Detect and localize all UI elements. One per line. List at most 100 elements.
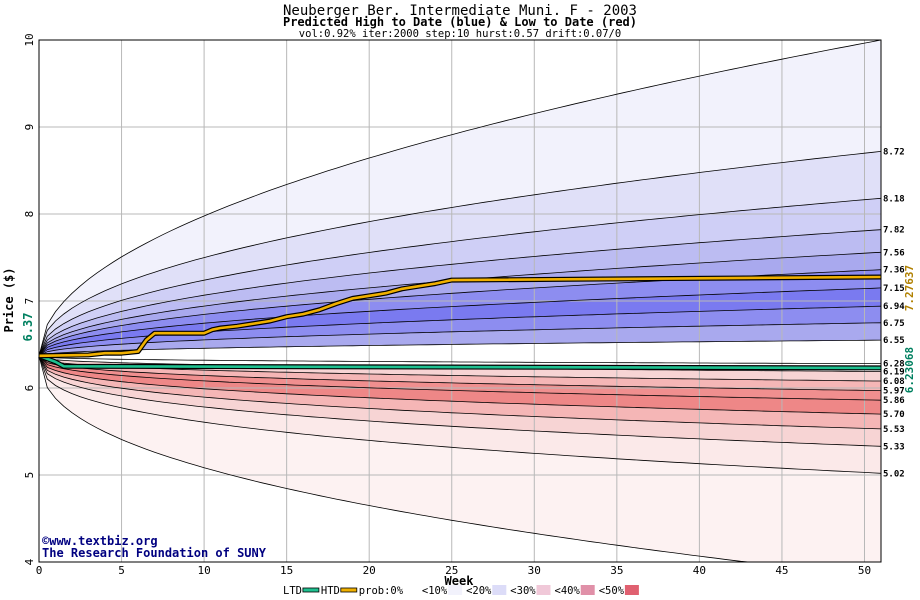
end-value-label: 6.19 — [883, 367, 905, 377]
y-tick-label: 6 — [23, 385, 36, 392]
band-boundaries — [38, 39, 882, 563]
x-tick-label: 40 — [693, 564, 706, 577]
y-tick-label: 10 — [23, 33, 36, 46]
high-band-1 — [39, 151, 881, 356]
legend-swatch-box — [403, 585, 418, 595]
legend-label: <40% — [555, 585, 581, 597]
high-band-0 — [39, 40, 881, 356]
x-tick-label: 20 — [363, 564, 376, 577]
high-band-5 — [39, 269, 881, 356]
band-boundary — [38, 339, 882, 357]
high-band-6 — [39, 287, 881, 356]
low-band-5 — [39, 355, 881, 429]
legend-label: prob:0% — [359, 585, 404, 597]
chart-subtitle: Predicted High to Date (blue) & Low to D… — [283, 15, 637, 29]
band-boundary — [38, 355, 882, 391]
high-band-8 — [39, 322, 881, 356]
htd-final-label: 7.27637 — [903, 265, 916, 311]
end-value-label: 7.56 — [883, 248, 905, 258]
end-value-label: 6.55 — [883, 336, 905, 346]
band-boundary — [38, 197, 882, 356]
band-boundary — [38, 355, 882, 447]
end-value-label: 7.82 — [883, 226, 905, 236]
end-value-label: 6.08 — [883, 377, 905, 387]
y-tick-label: 8 — [23, 211, 36, 218]
x-tick-label: 50 — [858, 564, 871, 577]
ltd-final-label: 6.23068 — [903, 347, 916, 393]
x-tick-label: 35 — [610, 564, 623, 577]
high-band-7 — [39, 306, 881, 356]
watermark-line1: ©www.textbiz.org — [42, 534, 158, 548]
band-boundary — [38, 355, 881, 563]
middle-band — [39, 340, 881, 364]
legend-label: HTD — [321, 585, 340, 597]
watermark-line2: The Research Foundation of SUNY — [42, 546, 267, 560]
series-lines — [38, 274, 882, 371]
x-tick-label: 30 — [528, 564, 541, 577]
x-tick-label: 15 — [280, 564, 293, 577]
chart-title: Neuberger Ber. Intermediate Muni. F - 20… — [283, 3, 637, 19]
end-value-label: 8.72 — [883, 147, 905, 157]
legend-swatch-box — [536, 585, 551, 595]
band-boundary — [38, 355, 882, 415]
low-band-6 — [39, 355, 881, 447]
x-tick-label: 45 — [775, 564, 788, 577]
band-boundary — [38, 355, 882, 401]
low-band-3 — [39, 355, 881, 401]
legend-label: <20% — [466, 585, 492, 597]
band-boundary — [38, 355, 882, 474]
start-price-label: 6.37 — [21, 313, 35, 342]
htd-series-line — [38, 275, 882, 358]
low-band-4 — [39, 355, 881, 415]
legend-swatch-box — [448, 585, 463, 595]
end-value-label: 6.75 — [883, 319, 905, 329]
end-value-label: 5.97 — [883, 387, 905, 397]
end-value-labels: 8.72 8.18 7.82 7.56 7.36 7.15 6.94 6.75 6.55 6.28… — [883, 147, 905, 479]
high-band-2 — [39, 198, 881, 356]
band-boundary — [38, 322, 882, 357]
band-boundary — [38, 229, 882, 356]
end-value-label: 7.15 — [883, 284, 905, 294]
ltd-series-line — [38, 354, 882, 370]
band-boundary — [38, 151, 882, 356]
low-band-8 — [39, 355, 881, 562]
legend-label: <50% — [599, 585, 625, 597]
band-boundary — [38, 355, 882, 430]
x-axis-label: Week — [445, 574, 475, 588]
x-tick-label: 10 — [197, 564, 210, 577]
legend-swatch-box — [580, 585, 595, 595]
low-band-7 — [39, 355, 881, 474]
legend-label: <10% — [422, 585, 448, 597]
end-value-label: 5.86 — [883, 396, 905, 406]
y-tick-label: 9 — [23, 124, 36, 131]
legend-swatch-box — [624, 585, 639, 595]
y-axis-label: Price ($) — [2, 267, 16, 332]
legend-label: <30% — [510, 585, 536, 597]
legend-swatch-line — [302, 587, 320, 593]
legend-swatch-line — [340, 587, 358, 593]
band-boundary — [38, 287, 882, 357]
x-tick-label: 25 — [445, 564, 458, 577]
x-tick-label: 0 — [36, 564, 43, 577]
end-value-label: 5.33 — [883, 442, 905, 452]
end-value-label: 8.18 — [883, 194, 905, 204]
y-tick-label: 7 — [23, 298, 36, 305]
end-value-label: 6.28 — [883, 360, 905, 370]
chart-params: vol:0.92% iter:2000 step:10 hurst:0.57 d… — [299, 28, 621, 40]
low-band-2 — [39, 355, 881, 391]
y-tick-label: 4 — [23, 558, 36, 565]
end-value-label: 5.02 — [883, 469, 905, 479]
legend-swatch-box — [492, 585, 507, 595]
band-boundary — [38, 355, 881, 365]
plot-frame — [38, 39, 882, 563]
y-tick-label: 5 — [23, 472, 36, 479]
legend: LTD HTD prob:0% <10% <20% <30% <40% <50% — [283, 585, 639, 597]
x-tick-label: 5 — [118, 564, 125, 577]
band-boundary — [38, 355, 881, 382]
end-value-label: 5.53 — [883, 425, 905, 435]
legend-label: LTD — [283, 585, 302, 597]
end-value-label: 6.94 — [883, 302, 905, 312]
end-value-label: 5.70 — [883, 410, 905, 420]
